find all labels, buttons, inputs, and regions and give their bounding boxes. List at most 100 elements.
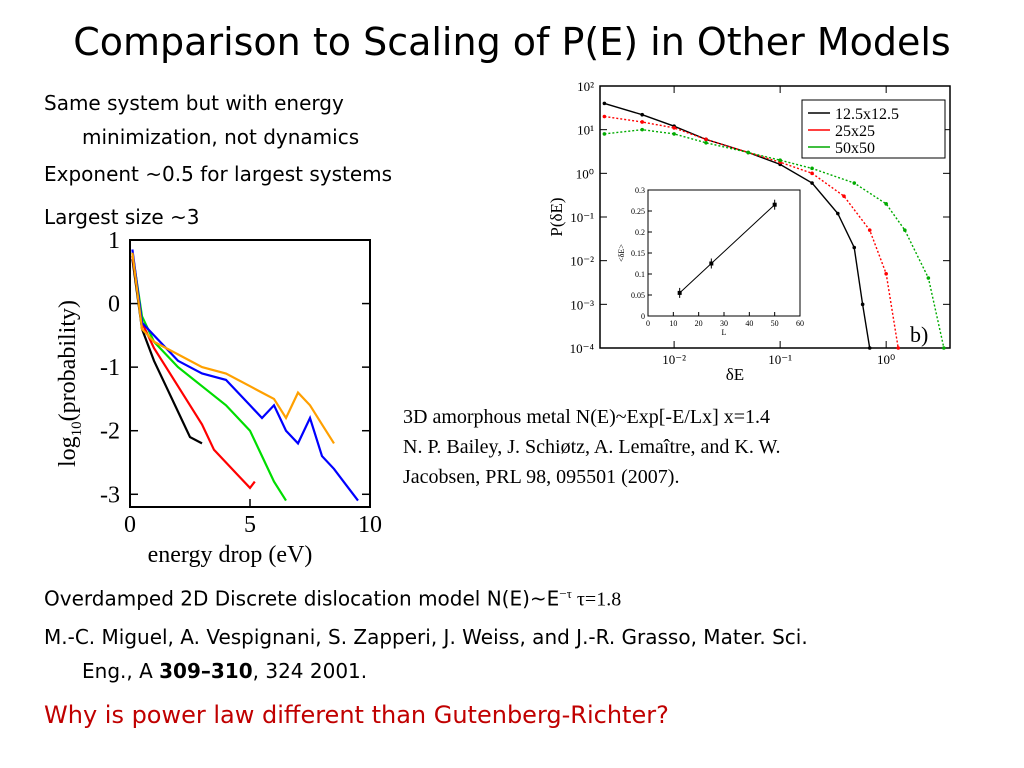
data-point: [860, 302, 865, 307]
caption-line: Jacobsen, PRL 98, 095501 (2007).: [403, 466, 680, 488]
ref-line: M.-C. Miguel, A. Vespignani, S. Zapperi,…: [44, 625, 808, 649]
inset-y-tick-label: 0.25: [631, 207, 645, 216]
data-point: [640, 127, 644, 132]
y-axis-label: log10(probability): [55, 300, 85, 467]
inset-y-tick-label: 0.15: [631, 249, 645, 258]
legend-box: [801, 99, 946, 159]
inset-y-axis-label: <δE>: [617, 244, 626, 262]
data-point: [704, 137, 708, 142]
bullet-largest-size: Largest size ~3: [44, 205, 200, 229]
bullet-text: τ=1.8: [571, 588, 622, 611]
data-point: [746, 150, 751, 155]
ref-line: Eng., A 309–310, 324 2001.: [44, 654, 808, 688]
data-series-line: [131, 255, 256, 490]
data-point: [884, 202, 888, 206]
inset-y-tick-label: 0.3: [635, 186, 645, 195]
inset-x-tick-label: 20: [695, 319, 703, 328]
data-series-line: [131, 252, 335, 444]
inset-y-tick-label: 0.1: [635, 270, 645, 279]
data-point: [842, 194, 846, 198]
ref-text: Eng., A: [82, 659, 160, 683]
inset-frame: [647, 189, 801, 317]
inset-y-tick-label: 0.2: [635, 228, 645, 237]
y-axis-label: P(δE): [547, 197, 566, 236]
data-point: [602, 101, 607, 106]
x-axis-label: energy drop (eV): [148, 542, 313, 568]
data-point: [926, 276, 931, 280]
bullet-dislocation-model: Overdamped 2D Discrete dislocation model…: [44, 577, 621, 617]
plot-frame: [129, 239, 371, 508]
y-tick-label: 10⁻²: [570, 254, 594, 269]
legend-label: 25x25: [835, 123, 875, 140]
question-text: Why is power law different than Gutenber…: [44, 701, 669, 729]
y-tick-label: 10⁰: [576, 166, 594, 181]
data-series-line: [131, 258, 203, 445]
y-tick-label: 10¹: [577, 123, 594, 138]
legend-label: 12.5x12.5: [835, 106, 899, 123]
bullet-text: Overdamped 2D Discrete dislocation model…: [44, 586, 560, 611]
data-point: [640, 112, 644, 117]
inset-x-tick-label: 40: [745, 319, 753, 328]
x-tick-label: 10: [358, 512, 382, 538]
inset-x-tick-label: 0: [646, 319, 650, 328]
data-series-line: [131, 252, 287, 502]
bullet-energy-minimization: Same system but with energy minimization…: [44, 86, 359, 154]
x-tick-label: 10⁻²: [662, 352, 686, 367]
y-tick-label: -2: [100, 419, 120, 445]
data-point: [672, 126, 676, 130]
data-point: [884, 272, 888, 276]
bullet-line: minimization, not dynamics: [82, 125, 360, 149]
y-tick-label: -1: [100, 355, 120, 381]
data-point: [867, 228, 872, 232]
y-tick-label: 10⁻⁴: [570, 341, 595, 356]
x-tick-label: 10⁻¹: [768, 352, 792, 367]
data-point: [903, 228, 907, 232]
data-series-line: [604, 115, 899, 349]
data-point: [640, 120, 644, 124]
inset-y-tick-label: 0: [641, 312, 645, 321]
data-series-line: [131, 249, 359, 502]
inset-x-tick-label: 50: [771, 319, 779, 328]
bullet-exponent: Exponent ~0.5 for largest systems: [44, 162, 393, 186]
exponent-text: −τ: [559, 586, 572, 601]
y-tick-label: 10⁻¹: [570, 210, 594, 225]
inset-x-tick-label: 30: [720, 319, 728, 328]
data-point: [810, 171, 814, 176]
data-point: [867, 346, 872, 350]
caption-line: 3D amorphous metal N(E)~Exp[-E/Lx] x=1.4: [403, 406, 771, 428]
data-point: [896, 346, 901, 350]
data-point: [810, 181, 814, 185]
bullet-miguel-reference: M.-C. Miguel, A. Vespignani, S. Zapperi,…: [44, 620, 808, 688]
inset-y-tick-label: 0.05: [631, 291, 645, 300]
data-series-line: [604, 128, 945, 349]
amorphous-metal-caption: 3D amorphous metal N(E)~Exp[-E/Lx] x=1.4…: [403, 402, 963, 492]
x-tick-label: 5: [244, 512, 256, 538]
p-delta-e-chart: 10² 10¹ 10⁰ 10⁻¹ 10⁻² 10⁻³ 10⁻⁴ 10⁻² 10⁻¹ 10⁰ δE P(…: [547, 79, 951, 384]
ref-text: , 324 2001.: [252, 659, 368, 683]
data-point: [852, 181, 857, 185]
y-tick-label: 10⁻³: [570, 297, 594, 312]
panel-label: b): [910, 322, 928, 347]
caption-line: N. P. Bailey, J. Schiøtz, A. Lemaître, a…: [403, 436, 781, 458]
y-tick-label: 0: [108, 292, 120, 318]
ref-volume: 309–310: [159, 659, 253, 683]
data-point: [810, 166, 814, 171]
y-tick-label: 1: [108, 228, 120, 254]
slide-title: Comparison to Scaling of P(E) in Other M…: [73, 20, 951, 64]
bullet-line: Same system but with energy: [44, 91, 344, 115]
data-point: [778, 158, 782, 162]
x-axis-label: δE: [726, 365, 744, 384]
x-tick-label: 0: [124, 512, 136, 538]
data-point: [602, 132, 607, 136]
inset-x-axis-label: L: [722, 328, 727, 337]
data-point: [672, 132, 676, 136]
y-tick-label: -3: [100, 482, 120, 508]
x-tick-label: 10⁰: [877, 352, 895, 367]
inset-x-tick-label: 60: [796, 319, 804, 328]
legend-label: 50x50: [835, 140, 875, 157]
data-point: [602, 114, 607, 119]
inset-x-tick-label: 10: [669, 319, 677, 328]
data-point: [852, 245, 857, 250]
data-point: [942, 346, 946, 350]
